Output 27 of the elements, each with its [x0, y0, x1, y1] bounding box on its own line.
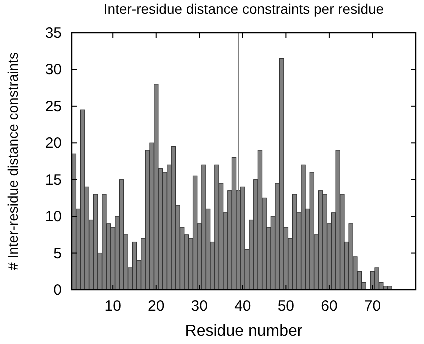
x-tick-label: 70 [364, 298, 382, 315]
y-tick-label: 10 [45, 208, 62, 226]
bar [310, 172, 315, 290]
x-tick-label: 40 [234, 298, 252, 315]
bar [202, 164, 206, 290]
y-tick-label: 20 [45, 135, 62, 152]
x-axis-title: Residue number [185, 323, 304, 340]
y-tick-label: 35 [45, 25, 62, 42]
bar [292, 194, 298, 290]
bar [93, 194, 98, 290]
bar [119, 180, 124, 290]
y-tick-label: 0 [54, 282, 62, 299]
x-tick-label: 60 [321, 298, 338, 315]
bar [301, 164, 306, 290]
x-tick-label: 50 [278, 298, 295, 315]
bar [318, 190, 324, 290]
y-tick-label: 15 [45, 172, 62, 189]
bar [80, 110, 86, 290]
chart-title: Inter-residue distance constraints per residue [104, 1, 384, 17]
bar [192, 176, 198, 290]
y-tick-label: 30 [45, 62, 62, 79]
y-tick-label: 5 [54, 245, 62, 262]
x-tick-label: 30 [191, 298, 208, 315]
x-tick-label: 10 [104, 298, 122, 315]
y-axis-title: # Inter-residue distance constraints [5, 52, 21, 270]
y-tick-label: 25 [45, 98, 62, 116]
x-tick-label: 20 [148, 298, 165, 315]
